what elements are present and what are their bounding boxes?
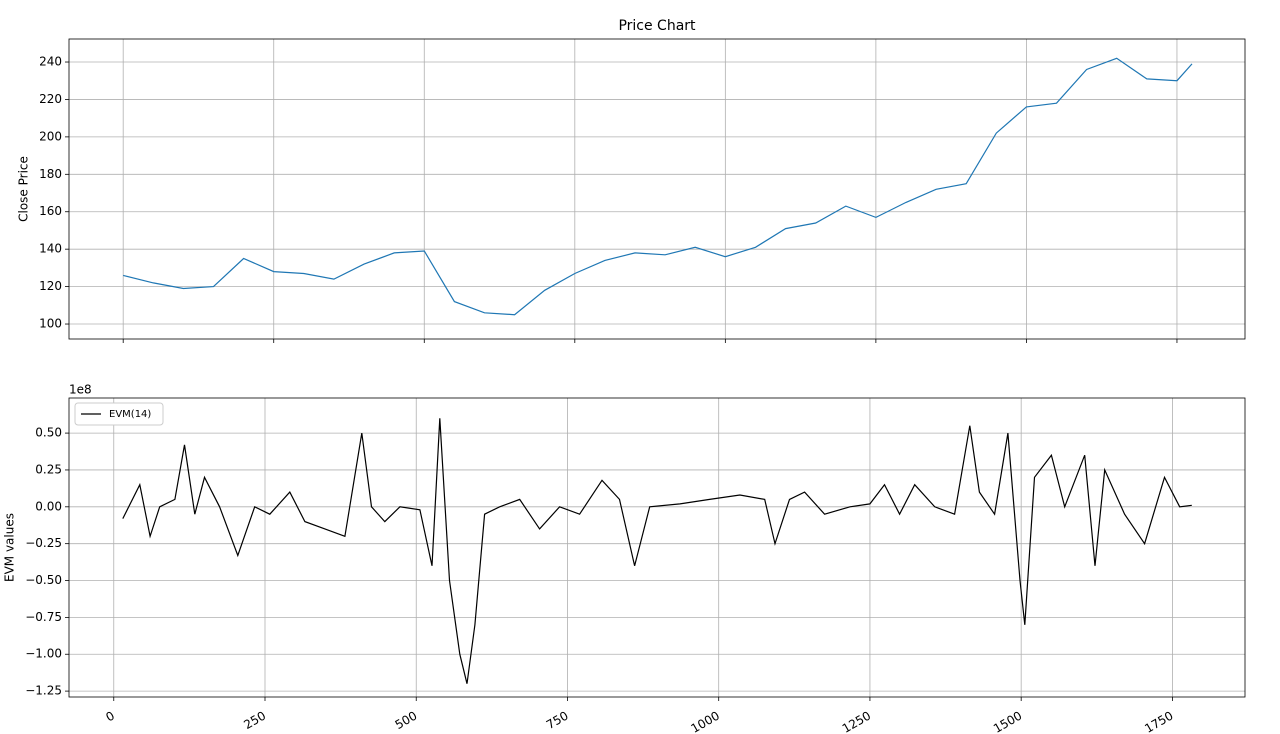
legend-box bbox=[74, 402, 164, 426]
data-line bbox=[123, 57, 1193, 316]
chart-title: Price Chart bbox=[618, 18, 696, 34]
y-tick-label: −1.00 bbox=[25, 647, 62, 661]
x-tick-label: 750 bbox=[544, 709, 571, 733]
y-tick-label: −0.75 bbox=[25, 610, 62, 624]
x-tick-label: 0 bbox=[103, 709, 117, 725]
y-tick-label: 0.00 bbox=[35, 499, 62, 513]
axes-frame bbox=[68, 38, 1246, 340]
x-tick-label: 250 bbox=[241, 709, 268, 733]
x-tick-label: 1500 bbox=[991, 709, 1024, 734]
y-tick-label: 200 bbox=[39, 129, 62, 143]
y-tick-label: 100 bbox=[39, 317, 62, 331]
y-tick-label: −0.50 bbox=[25, 573, 62, 587]
y-tick-label: 160 bbox=[39, 204, 62, 218]
y-axis-label: EVM values bbox=[3, 513, 17, 582]
y-tick-label: 220 bbox=[39, 92, 62, 106]
x-tick-label: 1750 bbox=[1142, 709, 1175, 734]
data-line bbox=[122, 418, 1192, 684]
x-tick-label: 1250 bbox=[840, 709, 873, 734]
legend-label: EVM(14) bbox=[109, 409, 151, 420]
y-tick-label: 120 bbox=[39, 279, 62, 293]
y-tick-label: 0.50 bbox=[35, 426, 62, 440]
x-tick-label: 1000 bbox=[688, 709, 721, 734]
y-tick-label: 140 bbox=[39, 242, 62, 256]
x-tick-label: 500 bbox=[393, 709, 420, 733]
y-tick-label: 180 bbox=[39, 167, 62, 181]
y-tick-label: −0.25 bbox=[25, 536, 62, 550]
y-tick-label: −1.25 bbox=[25, 684, 62, 698]
y-tick-label: 240 bbox=[39, 55, 62, 69]
axes-frame bbox=[68, 397, 1246, 698]
y-tick-label: 0.25 bbox=[35, 462, 62, 476]
y-offset-label: 1e8 bbox=[69, 383, 92, 397]
y-axis-label: Close Price bbox=[17, 156, 31, 222]
